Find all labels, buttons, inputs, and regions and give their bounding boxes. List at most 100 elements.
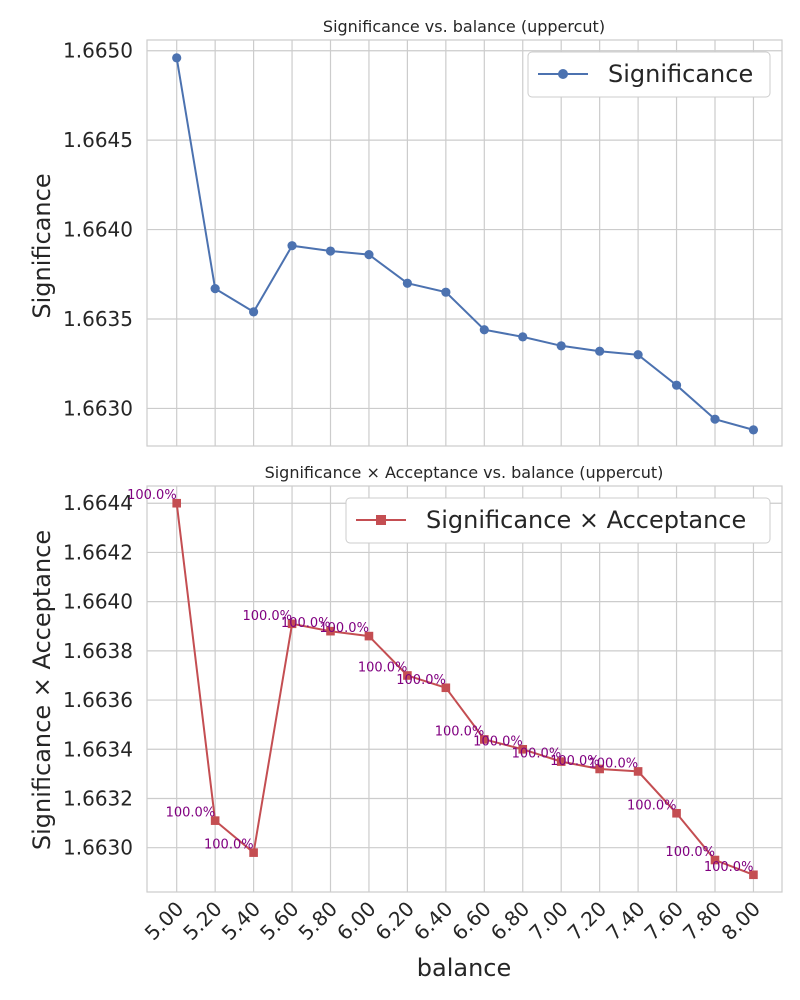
y-tick-label: 1.6632 [63, 786, 133, 810]
y-tick-label: 1.6644 [63, 491, 133, 515]
gridlines [147, 40, 782, 446]
x-axis-label: balance [417, 954, 512, 982]
x-tick-label: 7.80 [678, 897, 726, 945]
data-point [710, 414, 720, 424]
x-tick-labels: 5.005.205.405.605.806.006.206.406.606.80… [140, 897, 765, 945]
data-point [287, 619, 297, 629]
plot-area [146, 485, 783, 893]
y-tick-label: 1.6630 [63, 396, 133, 420]
chart-title: Significance vs. balance (uppercut) [323, 17, 605, 36]
y-tick-label: 1.6636 [63, 688, 133, 712]
data-point [325, 246, 336, 256]
data-point [480, 735, 489, 744]
data-point [671, 380, 682, 390]
point-annotation: 100.0% [396, 673, 446, 688]
data-point [364, 250, 374, 260]
x-tick-label: 6.00 [332, 897, 380, 945]
x-tick-label: 6.20 [370, 897, 418, 945]
legend: Significance [527, 51, 771, 98]
x-tick-label: 8.00 [717, 897, 765, 945]
point-annotation: 100.0% [627, 798, 677, 813]
y-tick-label: 1.6642 [63, 540, 133, 564]
y-tick-label: 1.6640 [63, 218, 133, 242]
plot-area [146, 39, 783, 447]
y-axis-label: Significance × Acceptance [28, 530, 56, 850]
x-tick-label: 6.80 [486, 897, 534, 945]
data-point [633, 350, 643, 360]
point-annotation: 100.0% [435, 724, 485, 739]
x-tick-label: 6.60 [447, 897, 495, 945]
data-point [748, 425, 759, 435]
y-tick-label: 1.6635 [63, 307, 133, 331]
y-tick-label: 1.6640 [63, 590, 133, 614]
legend-box [345, 497, 771, 544]
legend-marker [376, 515, 386, 525]
data-point [402, 278, 412, 288]
data-point [403, 671, 412, 680]
data-point [210, 284, 220, 294]
x-tick-label: 7.00 [524, 897, 572, 945]
legend-label: Significance × Acceptance [426, 506, 746, 534]
data-point [479, 325, 489, 335]
point-annotation: 100.0% [704, 860, 754, 875]
data-point [326, 626, 335, 636]
data-point [518, 744, 528, 754]
x-tick-label: 7.40 [601, 897, 649, 945]
y-tick-label: 1.6638 [63, 639, 133, 663]
legend: Significance × Acceptance [345, 497, 771, 544]
data-point [672, 808, 681, 818]
point-annotation: 100.0% [358, 660, 408, 675]
y-tick-label: 1.6634 [63, 737, 133, 761]
data-point [249, 848, 258, 857]
data-point [710, 855, 720, 865]
point-annotation: 100.0% [665, 845, 715, 860]
point-annotation: 100.0% [550, 754, 600, 769]
data-point [633, 767, 643, 776]
point-annotation: 100.0% [242, 609, 292, 624]
significance-panel: 1.6630 1.6635 1.6640 1.6645 1.6650 Significa… [28, 17, 783, 447]
point-annotation: 100.0% [281, 616, 331, 631]
chart-title: Significance × Acceptance vs. balance (u… [265, 463, 664, 482]
data-point [556, 341, 566, 351]
series-line-significance-acceptance [175, 503, 754, 876]
x-tick-label: 5.60 [255, 897, 303, 945]
series-markers [172, 498, 758, 880]
point-annotation: 100.0% [589, 756, 639, 771]
y-axis-label: Significance [28, 173, 56, 318]
x-tick-label: 7.60 [640, 897, 688, 945]
point-annotation: 100.0% [473, 734, 523, 749]
point-annotation: 100.0% [319, 621, 369, 636]
data-point [172, 53, 182, 63]
significance-acceptance-panel: 1.6630 1.6632 1.6634 1.6636 1.6638 1.6640 1.66… [28, 463, 783, 982]
point-annotation: 100.0% [166, 806, 216, 821]
y-tick-label: 1.6650 [63, 39, 133, 63]
data-point [249, 307, 259, 317]
point-annotation: 100.0% [512, 747, 562, 762]
x-tick-label: 7.20 [563, 897, 611, 945]
data-point [210, 816, 220, 825]
y-tick-label: 1.6630 [63, 836, 133, 860]
legend-box [527, 51, 771, 98]
point-annotation: 100.0% [127, 488, 177, 503]
data-point [364, 631, 374, 641]
x-tick-label: 5.00 [140, 897, 188, 945]
x-tick-label: 5.80 [294, 897, 342, 945]
legend-marker [558, 69, 568, 79]
series-markers [172, 53, 759, 435]
x-tick-label: 5.40 [217, 897, 265, 945]
data-point [287, 241, 297, 251]
y-tick-label: 1.6645 [63, 128, 133, 152]
data-point [595, 764, 604, 774]
point-annotation: 100.0% [204, 838, 254, 853]
data-point [595, 346, 605, 356]
data-point [518, 332, 528, 342]
data-point [749, 870, 758, 880]
data-point [556, 757, 566, 766]
point-annotations: 100.0%100.0%100.0%100.0%100.0%100.0%100.… [127, 488, 753, 875]
legend-label: Significance [608, 60, 753, 88]
data-point [172, 498, 181, 508]
data-point [441, 683, 451, 693]
x-tick-label: 6.40 [409, 897, 457, 945]
y-tick-labels: 1.6630 1.6632 1.6634 1.6636 1.6638 1.6640 1.66… [63, 491, 133, 859]
